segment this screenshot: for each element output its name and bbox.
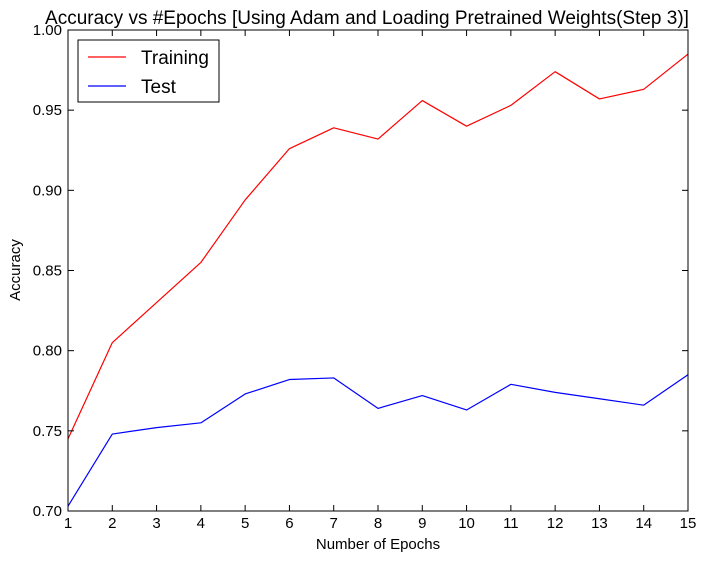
legend-label-training: Training xyxy=(141,48,209,69)
x-tick-label: 15 xyxy=(680,515,697,532)
x-tick-label: 13 xyxy=(591,515,608,532)
y-tick-label: 0.95 xyxy=(33,102,62,119)
plot-frame xyxy=(67,29,689,512)
y-tick-label: 0.85 xyxy=(33,263,62,280)
x-tick-label: 3 xyxy=(152,515,160,532)
x-tick-label: 9 xyxy=(418,515,426,532)
legend-box xyxy=(77,39,220,103)
y-axis-label: Accuracy xyxy=(7,239,24,301)
x-tick-label: 12 xyxy=(547,515,564,532)
y-tick-label: 0.75 xyxy=(33,423,62,440)
plot-area xyxy=(68,30,688,511)
chart-title: Accuracy vs #Epochs [Using Adam and Load… xyxy=(45,8,689,29)
y-tick-label: 0.80 xyxy=(33,343,62,360)
y-tick-label: 1.00 xyxy=(33,22,62,39)
legend-label-test: Test xyxy=(141,77,177,98)
x-tick-label: 4 xyxy=(197,515,205,532)
series-lines xyxy=(67,53,689,507)
series-line-training xyxy=(67,53,689,440)
x-axis-label: Number of Epochs xyxy=(316,536,440,553)
y-tick-label: 0.90 xyxy=(33,182,62,199)
legend: Training Test xyxy=(77,39,220,103)
x-tick-label: 8 xyxy=(374,515,382,532)
x-tick-label: 7 xyxy=(330,515,338,532)
x-axis-ticks: 1 2 3 4 5 6 7 8 9 10 11 12 13 14 15 xyxy=(64,30,697,532)
x-tick-label: 11 xyxy=(503,515,519,532)
x-tick-label: 1 xyxy=(64,515,72,532)
series-line-test xyxy=(67,374,689,507)
y-axis-ticks: 0.70 0.75 0.80 0.85 0.90 0.95 1.00 xyxy=(33,22,688,520)
x-tick-label: 6 xyxy=(285,515,293,532)
y-tick-label: 0.70 xyxy=(33,503,62,520)
x-tick-label: 2 xyxy=(108,515,116,532)
x-tick-label: 14 xyxy=(635,515,652,532)
x-tick-label: 10 xyxy=(458,515,475,532)
x-tick-label: 5 xyxy=(241,515,249,532)
